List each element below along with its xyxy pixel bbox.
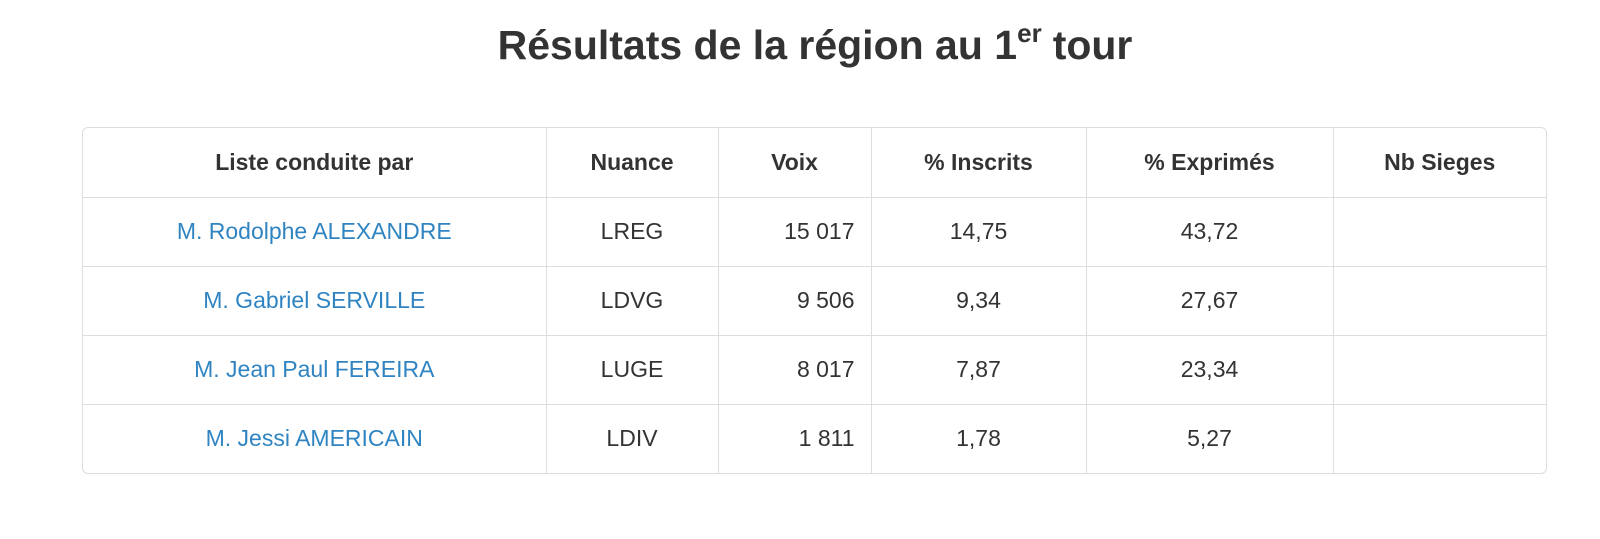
candidate-link[interactable]: M. Rodolphe ALEXANDRE [176, 218, 452, 244]
header-row: Liste conduite par Nuance Voix% Inscrits% … [83, 128, 1546, 197]
cell: 5,27 [1085, 403, 1333, 473]
cell: 7,87 [870, 334, 1086, 404]
title-sup: er [1017, 18, 1042, 48]
title: Résultats de la région au 1er tour [0, 20, 1600, 69]
cell: 23,34 [1085, 334, 1333, 404]
cell: 1,78 [870, 403, 1086, 473]
cell: 9 506 [717, 265, 871, 335]
name-cell: M. Jessi AMERICAIN [83, 403, 546, 473]
cell: LDVG [545, 265, 718, 335]
empty-cell [1332, 196, 1546, 266]
cell: 14,75 [870, 196, 1086, 266]
column-header: % Exprimés [1085, 128, 1333, 197]
table-row: M. Gabriel SERVILLE LDVG 9 506 9,34 27,67 [83, 265, 1546, 335]
candidate-link[interactable]: M. Gabriel SERVILLE [203, 287, 426, 313]
cell: 15 017 [717, 196, 871, 266]
cell: LREG [545, 196, 718, 266]
title-text: Résultats de la région au 1 [497, 22, 1018, 68]
empty-cell [1332, 334, 1546, 404]
table-panel: Liste conduite par Nuance Voix% Inscrits% … [82, 127, 1547, 474]
empty-cell [1332, 403, 1546, 473]
column-header: Nuance [545, 128, 718, 197]
cell: LUGE [545, 334, 718, 404]
column-header: Liste conduite par [215, 148, 414, 175]
cell: 27,67 [1085, 265, 1333, 335]
name-cell: M. Jean Paul FEREIRA [83, 334, 546, 404]
cell: 9,34 [870, 265, 1086, 335]
cell: LDIV [545, 403, 718, 473]
table-row: M. Rodolphe ALEXANDRE LREG 15 017 14,75 43,7… [83, 196, 1546, 266]
table-row: M. Jessi AMERICAIN LDIV 1 811 1,78 5,27 [83, 403, 1546, 473]
candidate-link[interactable]: M. Jean Paul FEREIRA [194, 356, 435, 382]
results-table: Liste conduite par Nuance Voix% Inscrits% … [83, 128, 1546, 473]
column-header: % Inscrits [870, 128, 1086, 197]
column-header: Nb Sieges [1332, 128, 1546, 197]
cell: 1 811 [717, 403, 871, 473]
column-header: Voix [717, 128, 871, 197]
title-end: tour [1052, 22, 1133, 68]
name-cell: M. Gabriel SERVILLE [83, 265, 546, 335]
cell: 8 017 [717, 334, 871, 404]
name-cell: M. Rodolphe ALEXANDRE [83, 196, 546, 266]
candidate-link[interactable]: M. Jessi AMERICAIN [205, 425, 423, 452]
cell: 43,72 [1085, 196, 1333, 266]
table-row: M. Jean Paul FEREIRA LUGE 8 017 7,87 23,34 [83, 334, 1546, 404]
empty-cell [1332, 265, 1546, 335]
